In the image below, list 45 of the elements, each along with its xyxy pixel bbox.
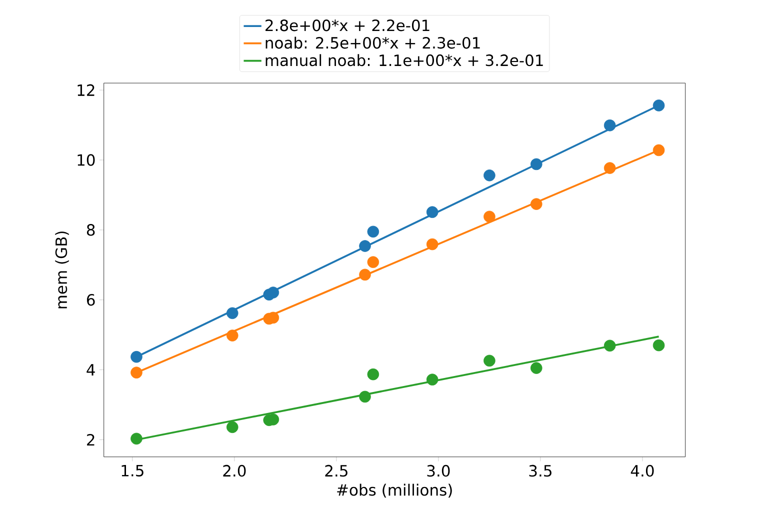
x-tick-label: 2.0 bbox=[223, 464, 246, 477]
point bbox=[530, 198, 542, 210]
y-axis-title: mem (GB) bbox=[55, 231, 69, 308]
point bbox=[426, 238, 438, 250]
point bbox=[484, 210, 496, 222]
x-tick-label: 2.5 bbox=[325, 464, 348, 477]
point bbox=[652, 99, 665, 112]
point bbox=[130, 432, 142, 444]
point bbox=[530, 158, 542, 170]
point bbox=[367, 226, 380, 238]
legend-label: manual noab: 1.1e+00*x + 3.2e-01 bbox=[266, 54, 543, 66]
y-tick-label: 6 bbox=[86, 294, 95, 306]
x-axis-title: #obs (millions) bbox=[337, 484, 452, 498]
point bbox=[267, 286, 280, 298]
y-tick-label: 2 bbox=[87, 434, 94, 446]
legend-label: noab: 2.5e+00*x + 2.3e-01 bbox=[266, 36, 480, 49]
point bbox=[604, 162, 616, 174]
point bbox=[604, 119, 616, 132]
y-tick-label: 12 bbox=[78, 84, 94, 96]
point bbox=[426, 206, 438, 218]
x-tick-label: 1.5 bbox=[122, 464, 144, 476]
point bbox=[652, 339, 665, 352]
y-tick-label: 10 bbox=[78, 154, 95, 166]
point bbox=[226, 421, 238, 433]
point bbox=[367, 368, 380, 380]
y-tick-label: 8 bbox=[86, 224, 95, 236]
point bbox=[530, 362, 542, 374]
point bbox=[130, 366, 142, 378]
point bbox=[367, 256, 380, 268]
point bbox=[484, 169, 496, 182]
x-tick-label: 3.5 bbox=[529, 464, 552, 477]
point bbox=[359, 240, 371, 252]
legend-label: 2.8e+00*x + 2.2e-01 bbox=[266, 19, 430, 32]
x-tick-label: 3.0 bbox=[427, 464, 450, 477]
point bbox=[604, 340, 616, 352]
x-tick-label: 4.0 bbox=[630, 464, 654, 477]
point bbox=[484, 354, 496, 366]
point bbox=[226, 329, 238, 342]
point bbox=[652, 144, 665, 156]
point bbox=[426, 374, 438, 386]
point bbox=[130, 350, 142, 363]
point bbox=[359, 390, 371, 402]
point bbox=[359, 268, 371, 280]
y-tick-label: 4 bbox=[86, 364, 95, 376]
point bbox=[226, 307, 238, 319]
